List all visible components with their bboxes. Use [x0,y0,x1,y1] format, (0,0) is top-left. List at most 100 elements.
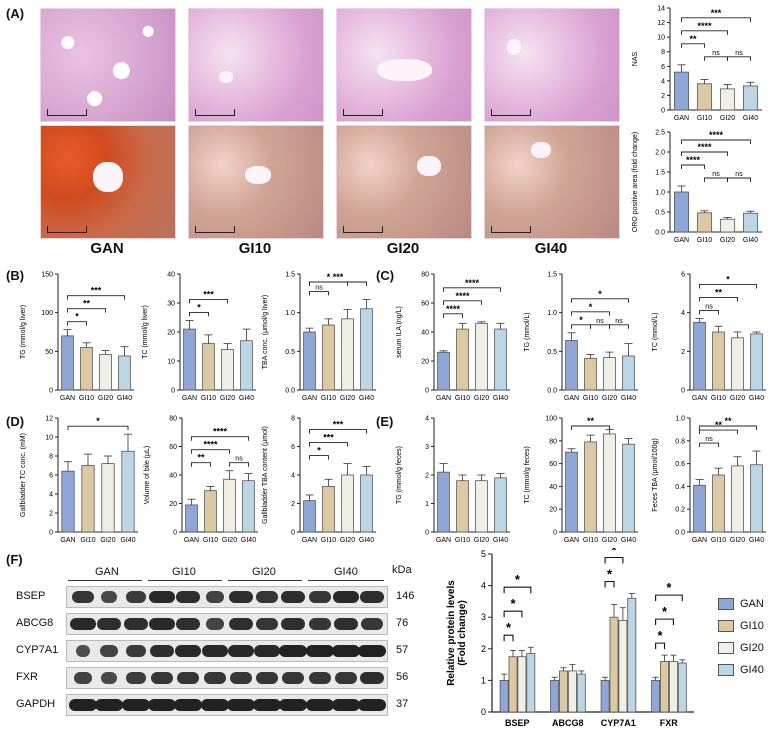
scale-bar [491,226,531,233]
y-axis-label: TC (mmol/L) [652,313,659,352]
y-tick-label: 5 [481,549,486,559]
wb-band [226,699,255,711]
significance-bracket [681,30,728,35]
y-tick-label: 60 [169,444,177,451]
bar-bsep-gan [499,679,509,713]
bar-gi40 [622,355,635,391]
significance-label: ns [735,171,743,178]
x-tick-label: GI10 [711,537,726,544]
significance-bracket [704,177,728,182]
wb-band [256,591,279,603]
y-axis-label: serum ILA (ng/L) [396,306,403,358]
significance-bracket [309,281,348,286]
wb-band [176,618,201,630]
wb-band [254,645,281,657]
wb-band [121,699,150,711]
x-tick-label: GI40 [117,395,132,402]
bar-gan [437,351,450,391]
y-tick-label: 0 [291,530,295,537]
chart-serum-tg: 0.0 0.5 1.0 1.5 TG (mmol/L) GAN GI10 GI20 GI40 * *… [524,272,638,402]
y-tick-label: 0.5 [285,349,295,356]
wb-band [305,645,334,657]
x-tick-label: GI20 [602,395,617,402]
wb-band [358,699,387,711]
significance-bracket [571,311,610,316]
wb-band [281,618,306,630]
he-micrograph-gan [40,8,176,122]
wb-protein-label: FXR [16,671,38,683]
wb-band [228,618,253,630]
y-tick-label: 1.0 [547,310,557,317]
significance-label: ns [235,456,243,463]
x-tick-label: GI10 [697,237,712,244]
y-tick-label: 2.0 [655,150,665,157]
significance-label: ** [689,34,697,44]
significance-label: **** [686,155,701,165]
y-axis-label: Gallbladder TBA content (μmol) [262,426,269,524]
bar-gi40 [622,443,635,533]
wb-band [281,591,306,603]
wb-band [253,699,282,711]
x-tick-label: CYP7A1 [601,718,636,728]
x-tick-label: GI40 [743,237,758,244]
bar-cyp7a1-gan [600,679,610,713]
y-axis-label: TBA conc. (μmol/g liver) [262,295,269,369]
x-tick-label: GAN [302,537,317,544]
y-tick-label: 6 [681,272,685,279]
x-tick-label: GAN [184,537,199,544]
legend-gan: GAN [718,598,764,610]
significance-bracket [571,298,629,303]
wb-band [308,672,331,684]
x-tick-label: GAN [436,395,451,402]
wb-band [361,618,384,630]
y-tick-label: 20 [167,330,175,337]
x-tick-label: GAN [564,395,579,402]
significance-label: *** [91,286,102,296]
bar-gan [565,451,578,533]
chart-feces-tg: 0 1 2 3 4 TG (mmol/g feces) GAN GI10 GI20 GI40 [396,416,510,544]
bar-gan [61,335,74,391]
x-tick-label: GI10 [79,395,94,402]
y-tick-label: 80 [169,416,177,423]
significance-label: ns [615,318,623,325]
significance-bracket [67,425,129,431]
scale-bar [195,226,235,233]
significance-bracket [309,442,348,447]
bar-gi10 [712,474,725,533]
x-tick-label: GI20 [340,395,355,402]
bar-gi10 [202,343,215,391]
y-tick-label: 100 [545,416,557,423]
bar-gi20 [719,88,736,111]
x-tick-label: GI20 [474,537,489,544]
y-tick-label: 12 [657,20,665,27]
bar-gi40 [118,355,131,391]
chart-liver-tc: 0 10 20 30 40 TC (mmol/g liver) GAN GI10 GI20 GI4… [142,272,256,402]
significance-label: ns [712,171,720,178]
significance-label: * [589,302,593,312]
bar-gan [437,471,450,533]
significance-label: ** [715,287,723,297]
y-tick-label: 0 [49,530,53,537]
wb-band [148,591,175,603]
significance-label: ns [596,318,604,325]
y-axis-label: TG (mmol/L) [524,312,531,351]
wb-band [200,699,229,711]
x-tick-label: GI40 [749,537,764,544]
bar-gi40 [742,85,759,111]
significance-label: * [598,289,602,299]
significance-label: * [327,272,331,282]
y-tick-label: 1.5 [655,170,665,177]
bar-gi20 [101,463,115,533]
wb-band [279,699,308,711]
significance-label: * [726,274,730,284]
wb-band [205,618,224,630]
wb-kda-value: 37 [396,698,409,710]
bar-gi40 [742,212,759,233]
wb-band [72,591,94,603]
significance-label: * [96,416,100,426]
y-tick-label: 3 [481,612,486,622]
y-axis-label: TG (mmol/g liver) [20,305,27,359]
significance-label: * [607,567,613,582]
wb-band [150,672,173,684]
